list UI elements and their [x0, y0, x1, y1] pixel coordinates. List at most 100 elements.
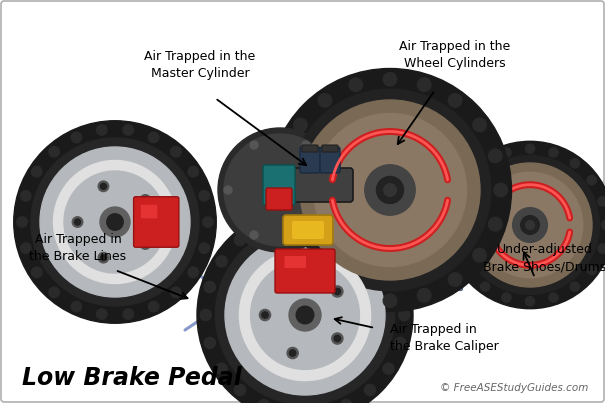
- Circle shape: [587, 265, 597, 274]
- Circle shape: [71, 301, 82, 312]
- Circle shape: [349, 78, 362, 91]
- Circle shape: [449, 220, 459, 230]
- Circle shape: [287, 271, 298, 283]
- Circle shape: [448, 93, 462, 107]
- Circle shape: [587, 176, 597, 185]
- Circle shape: [296, 306, 314, 324]
- Circle shape: [289, 89, 491, 291]
- Circle shape: [225, 235, 385, 395]
- Circle shape: [31, 166, 42, 177]
- Circle shape: [97, 125, 107, 135]
- Circle shape: [216, 256, 227, 267]
- FancyBboxPatch shape: [283, 215, 333, 245]
- Circle shape: [14, 121, 216, 323]
- FancyBboxPatch shape: [446, 222, 463, 235]
- Circle shape: [334, 335, 341, 342]
- Circle shape: [123, 309, 134, 319]
- FancyBboxPatch shape: [300, 147, 320, 173]
- Circle shape: [521, 216, 539, 234]
- Circle shape: [148, 132, 159, 143]
- Circle shape: [289, 350, 296, 356]
- Circle shape: [265, 175, 295, 205]
- Circle shape: [287, 347, 298, 359]
- Circle shape: [204, 281, 215, 293]
- Circle shape: [460, 156, 600, 295]
- Circle shape: [473, 248, 486, 262]
- Circle shape: [98, 181, 109, 191]
- Circle shape: [477, 172, 583, 278]
- Circle shape: [328, 186, 336, 194]
- Circle shape: [188, 166, 198, 177]
- FancyBboxPatch shape: [266, 188, 292, 210]
- Circle shape: [100, 255, 106, 261]
- Circle shape: [293, 118, 307, 132]
- Text: Air Trapped in the
Master Cylinder: Air Trapped in the Master Cylinder: [145, 50, 256, 80]
- Circle shape: [448, 273, 462, 286]
- Circle shape: [480, 159, 490, 168]
- FancyBboxPatch shape: [320, 147, 340, 173]
- FancyBboxPatch shape: [322, 145, 338, 152]
- Circle shape: [224, 186, 232, 194]
- Circle shape: [204, 337, 215, 349]
- Circle shape: [570, 159, 580, 168]
- Text: Low Brake Pedal: Low Brake Pedal: [22, 366, 242, 390]
- Circle shape: [334, 288, 341, 295]
- Circle shape: [203, 217, 213, 227]
- Circle shape: [97, 309, 107, 319]
- Circle shape: [488, 218, 502, 231]
- Circle shape: [417, 78, 431, 91]
- Circle shape: [286, 211, 296, 222]
- Circle shape: [250, 261, 359, 370]
- Circle shape: [106, 214, 123, 230]
- FancyBboxPatch shape: [141, 205, 157, 218]
- Circle shape: [512, 208, 548, 242]
- Circle shape: [140, 239, 151, 249]
- Circle shape: [480, 282, 490, 291]
- Circle shape: [383, 256, 394, 267]
- Text: Air Trapped in
the Brake Caliper: Air Trapped in the Brake Caliper: [390, 323, 499, 353]
- Circle shape: [235, 235, 246, 246]
- FancyBboxPatch shape: [134, 197, 179, 247]
- Circle shape: [468, 163, 592, 287]
- Circle shape: [384, 184, 396, 196]
- Circle shape: [365, 165, 415, 215]
- Circle shape: [171, 287, 181, 297]
- Circle shape: [74, 219, 80, 225]
- FancyBboxPatch shape: [283, 288, 307, 306]
- Circle shape: [218, 128, 342, 252]
- Circle shape: [140, 195, 151, 205]
- Circle shape: [332, 286, 343, 297]
- Circle shape: [250, 231, 258, 239]
- Circle shape: [224, 134, 336, 246]
- Circle shape: [258, 400, 269, 403]
- Circle shape: [31, 267, 42, 278]
- Circle shape: [302, 231, 310, 239]
- Circle shape: [349, 289, 362, 302]
- Circle shape: [72, 217, 83, 227]
- Circle shape: [123, 125, 134, 135]
- Circle shape: [171, 146, 181, 157]
- Circle shape: [364, 235, 376, 246]
- Circle shape: [142, 197, 148, 203]
- Circle shape: [463, 265, 473, 274]
- Circle shape: [549, 148, 558, 157]
- Circle shape: [215, 225, 394, 403]
- Circle shape: [341, 400, 352, 403]
- Circle shape: [100, 207, 130, 237]
- Circle shape: [525, 297, 535, 306]
- Circle shape: [549, 293, 558, 302]
- Circle shape: [188, 267, 198, 278]
- Circle shape: [142, 241, 148, 247]
- Circle shape: [300, 100, 480, 280]
- Circle shape: [197, 207, 413, 403]
- Circle shape: [318, 93, 332, 107]
- Circle shape: [313, 211, 325, 222]
- Circle shape: [289, 274, 296, 280]
- Circle shape: [494, 183, 508, 197]
- Circle shape: [260, 310, 270, 321]
- Circle shape: [376, 177, 404, 204]
- Circle shape: [341, 219, 352, 231]
- Circle shape: [446, 141, 605, 309]
- Circle shape: [272, 183, 286, 197]
- Circle shape: [332, 333, 343, 344]
